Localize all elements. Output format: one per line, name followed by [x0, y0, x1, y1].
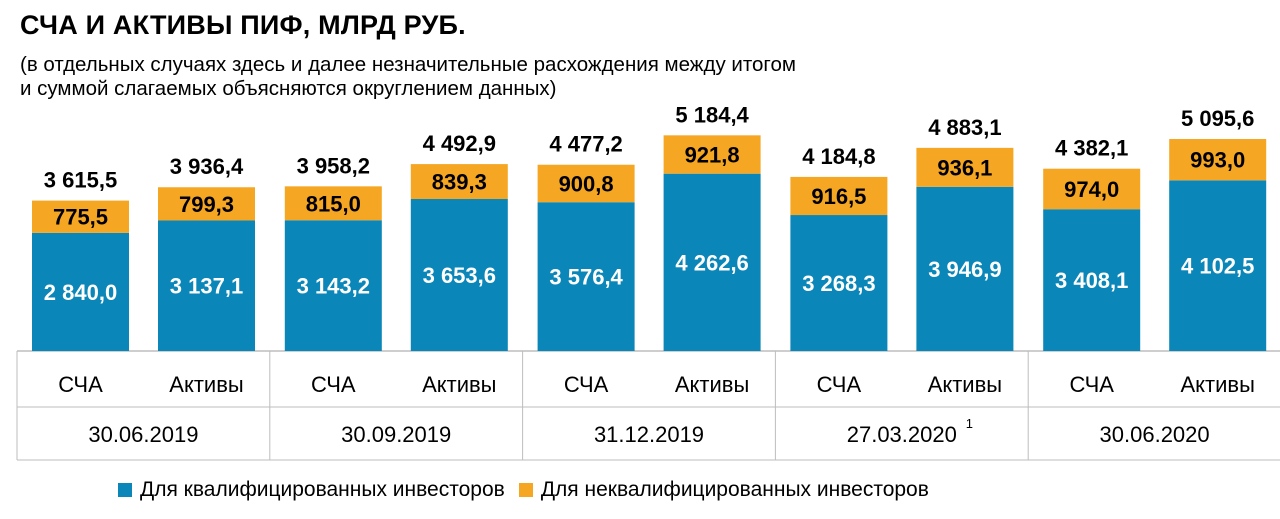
- chart-legend: Для квалифицированных инвесторов Для нек…: [118, 478, 943, 502]
- group-date-label: 31.12.2019: [594, 422, 704, 447]
- data-label-total: 3 615,5: [44, 168, 117, 193]
- bar-segment-unqualified: [410, 164, 508, 200]
- x-tick-label: СЧА: [564, 372, 609, 397]
- bar-segment-unqualified: [32, 200, 129, 233]
- group-date-label: 30.06.2019: [88, 422, 198, 447]
- x-tick-label: СЧА: [1069, 372, 1114, 397]
- data-label-unqualified: 921,8: [685, 143, 740, 168]
- data-label-total: 4 477,2: [549, 132, 622, 157]
- data-label-unqualified: 900,8: [559, 171, 614, 196]
- data-label-total: 4 382,1: [1055, 136, 1128, 161]
- data-label-total: 4 883,1: [928, 115, 1001, 140]
- bar-segment-qualified: [284, 220, 382, 351]
- data-label-qualified: 3 653,6: [423, 263, 496, 288]
- chart-subtitle-line-2: и суммой слагаемых объясняются округлени…: [20, 77, 557, 100]
- bar-segment-unqualified: [663, 135, 761, 174]
- legend-swatch-unqualified: [518, 483, 533, 497]
- data-label-unqualified: 916,5: [811, 184, 866, 209]
- chart-title: СЧА И АКТИВЫ ПИФ, МЛРД РУБ.: [20, 10, 466, 40]
- bar-segment-qualified: [1169, 180, 1267, 351]
- data-label-unqualified: 815,0: [306, 191, 361, 216]
- chart-subtitle-line-1: (в отдельных случаях здесь и далее незна…: [20, 53, 796, 76]
- data-label-qualified: 3 408,1: [1055, 268, 1128, 293]
- group-date-label: 30.09.2019: [341, 422, 451, 447]
- legend-item-unqualified: Для неквалифицированных инвесторов: [518, 478, 929, 502]
- bar-segment-qualified: [410, 199, 508, 351]
- bar-segment-unqualified: [790, 176, 888, 216]
- data-label-total: 5 095,6: [1181, 106, 1254, 131]
- legend-swatch-qualified: [118, 483, 132, 497]
- data-label-total: 4 492,9: [423, 131, 496, 156]
- group-date-label: 27.03.2020: [847, 422, 957, 447]
- bar-segment-unqualified: [1043, 168, 1141, 210]
- x-tick-label: СЧА: [58, 372, 103, 397]
- bar-segment-qualified: [790, 215, 888, 351]
- x-tick-label: Активы: [928, 372, 1002, 397]
- data-label-unqualified: 775,5: [53, 205, 108, 230]
- bar-segment-unqualified: [158, 187, 255, 221]
- data-label-unqualified: 936,1: [937, 155, 992, 180]
- data-label-unqualified: 799,3: [179, 192, 234, 217]
- data-label-qualified: 3 268,3: [802, 271, 875, 296]
- x-tick-label: СЧА: [311, 372, 356, 397]
- data-label-total: 4 184,8: [802, 144, 875, 169]
- x-tick-label: Активы: [675, 372, 749, 397]
- group-date-label: 30.06.2020: [1100, 422, 1210, 447]
- data-label-unqualified: 839,3: [432, 170, 487, 195]
- data-label-unqualified: 974,0: [1064, 177, 1119, 202]
- legend-label-unqualified: Для неквалифицированных инвесторов: [540, 478, 929, 501]
- data-label-qualified: 3 143,2: [297, 274, 370, 299]
- bar-segment-qualified: [1043, 209, 1141, 351]
- bar-segment-qualified: [537, 202, 635, 351]
- x-tick-label: Активы: [1180, 372, 1254, 397]
- data-label-total: 5 184,4: [675, 102, 749, 127]
- x-tick-label: СЧА: [817, 372, 862, 397]
- data-label-qualified: 3 946,9: [928, 257, 1001, 282]
- data-label-qualified: 3 576,4: [549, 265, 623, 290]
- bar-segment-unqualified: [1169, 139, 1267, 181]
- legend-label-qualified: Для квалифицированных инвесторов: [140, 478, 505, 501]
- bar-segment-qualified: [663, 173, 761, 351]
- data-label-unqualified: 993,0: [1190, 148, 1245, 173]
- data-label-total: 3 958,2: [297, 153, 370, 178]
- bar-segment-unqualified: [916, 147, 1014, 187]
- bar-segment-unqualified: [284, 186, 382, 221]
- x-tick-label: Активы: [422, 372, 496, 397]
- bar-segment-qualified: [916, 186, 1014, 351]
- data-label-qualified: 4 262,6: [675, 250, 748, 275]
- data-label-total: 3 936,4: [170, 154, 244, 179]
- data-label-qualified: 3 137,1: [170, 274, 243, 299]
- legend-item-qualified: Для квалифицированных инвесторов: [118, 478, 505, 502]
- footnote-marker: 1: [966, 416, 973, 431]
- data-label-qualified: 4 102,5: [1181, 254, 1254, 279]
- x-tick-label: Активы: [169, 372, 243, 397]
- data-label-qualified: 2 840,0: [44, 280, 117, 305]
- bar-segment-qualified: [32, 232, 129, 351]
- bar-segment-qualified: [158, 220, 255, 351]
- bar-segment-unqualified: [537, 164, 635, 203]
